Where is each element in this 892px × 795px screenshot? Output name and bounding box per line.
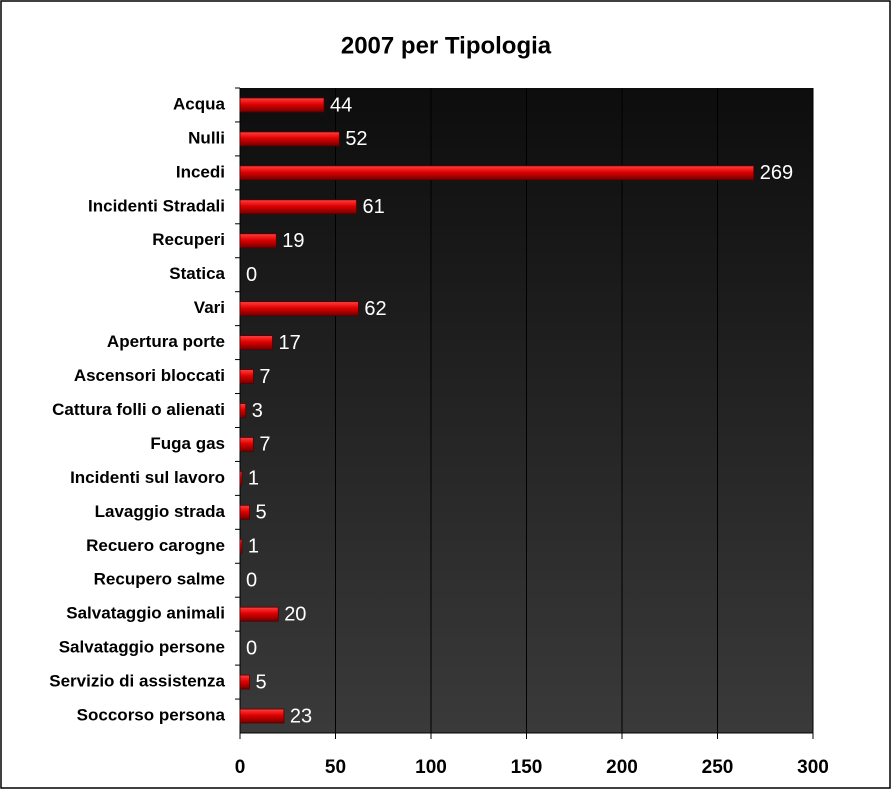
y-tick-label: Nulli <box>188 128 225 147</box>
y-tick-label: Statica <box>169 264 225 283</box>
x-tick-label: 0 <box>235 757 246 778</box>
y-tick-label: Incedi <box>176 162 225 181</box>
value-label: 3 <box>252 400 263 422</box>
value-label: 5 <box>256 502 267 524</box>
value-label: 17 <box>278 332 300 354</box>
value-label: 1 <box>248 536 259 558</box>
y-tick-label: Cattura folli o alienati <box>52 400 225 419</box>
value-label: 269 <box>760 162 793 184</box>
bar <box>239 97 325 113</box>
y-tick-label: Lavaggio strada <box>95 502 226 521</box>
value-label: 1 <box>248 468 259 490</box>
bar <box>239 403 247 418</box>
value-label: 19 <box>282 230 304 252</box>
value-label: 23 <box>290 705 312 727</box>
y-tick-label: Incidenti sul lavoro <box>70 468 225 487</box>
x-tick-label: 250 <box>702 757 734 778</box>
y-tick-label: Fuga gas <box>150 434 225 453</box>
bar <box>239 437 254 452</box>
bar <box>239 131 340 147</box>
y-tick-label: Incidenti Stradali <box>88 196 225 215</box>
x-tick-label: 100 <box>415 757 447 778</box>
bar <box>239 504 250 520</box>
bar <box>239 369 254 384</box>
y-tick-label: Recuperi <box>152 230 225 249</box>
value-label: 7 <box>259 366 270 388</box>
y-tick-label: Vari <box>194 298 225 317</box>
y-tick-label: Salvataggio animali <box>66 604 225 623</box>
value-label: 0 <box>246 570 257 592</box>
value-label: 61 <box>363 196 385 218</box>
value-label: 7 <box>259 434 270 456</box>
y-tick-label: Recuero carogne <box>86 536 225 555</box>
bar <box>239 301 359 317</box>
x-tick-label: 200 <box>606 757 638 778</box>
bar <box>239 708 285 724</box>
bar <box>239 606 279 622</box>
y-tick-label: Apertura porte <box>107 332 225 351</box>
bar <box>239 233 277 249</box>
bar <box>239 335 273 351</box>
y-tick-label: Servizio di assistenza <box>49 672 225 691</box>
bar <box>239 538 243 554</box>
y-tick-label: Soccorso persona <box>77 706 226 725</box>
bar <box>239 470 243 486</box>
y-tick-label: Ascensori bloccati <box>74 366 225 385</box>
value-label: 52 <box>345 128 367 150</box>
value-label: 44 <box>330 94 352 116</box>
value-label: 20 <box>284 603 306 625</box>
bar <box>239 199 357 215</box>
x-tick-label: 300 <box>797 757 829 778</box>
value-label: 0 <box>246 637 257 659</box>
value-label: 5 <box>256 671 267 693</box>
x-tick-label: 50 <box>325 757 346 778</box>
chart-title: 2007 per Tipologia <box>341 32 552 59</box>
value-label: 62 <box>364 298 386 320</box>
value-label: 0 <box>246 264 257 286</box>
y-tick-label: Salvataggio persone <box>59 638 225 657</box>
y-tick-label: Acqua <box>173 94 226 113</box>
bar <box>239 165 755 181</box>
x-tick-label: 150 <box>511 757 543 778</box>
y-tick-label: Recupero salme <box>94 570 225 589</box>
bar <box>239 674 250 690</box>
